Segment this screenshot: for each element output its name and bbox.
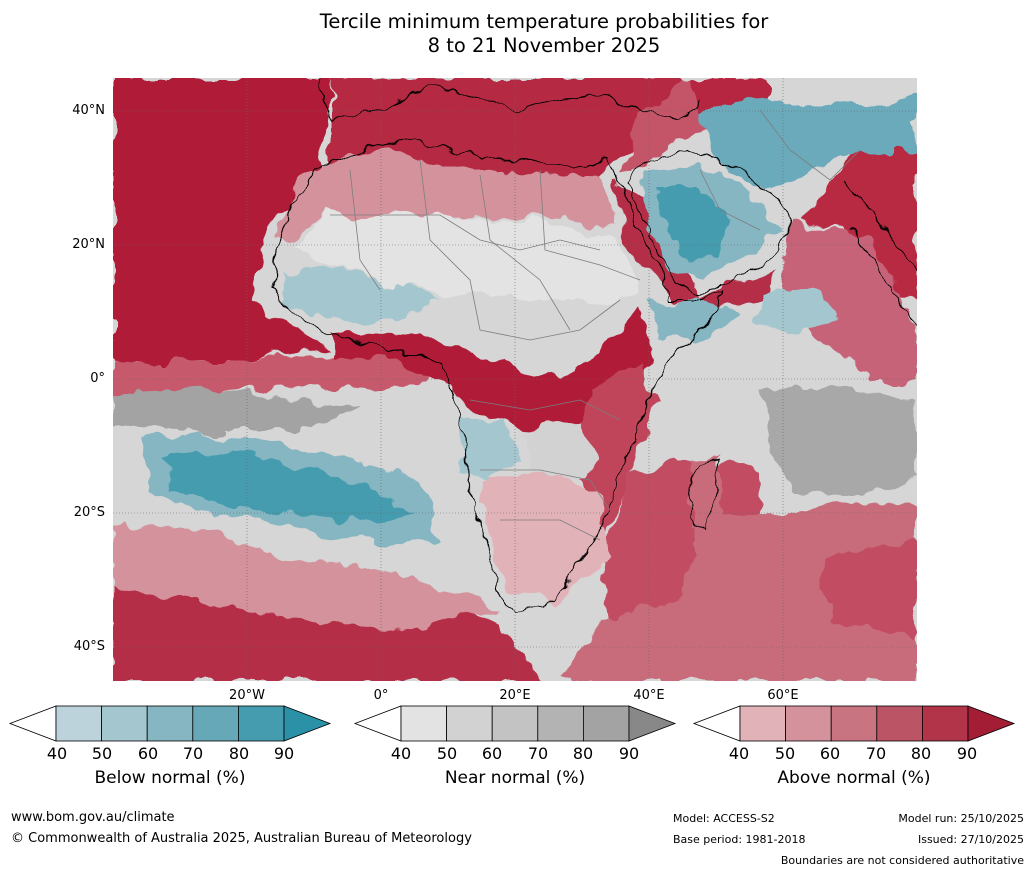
chart-title: Tercile minimum temperature probabilitie… (0, 10, 1035, 58)
footer-copyright: © Commonwealth of Australia 2025, Austra… (11, 831, 472, 846)
indian-ocean-near (760, 390, 917, 500)
arabian-sea-warm (780, 220, 917, 380)
below-tick-90: 90 (273, 744, 295, 763)
gulf-guinea-warm (330, 310, 650, 430)
lon-label-60e: 60°E (767, 688, 799, 703)
colorbar-below-normal (8, 705, 332, 742)
arabia-coastline (624, 149, 791, 296)
near-segment-1 (446, 705, 493, 742)
coastlines (269, 78, 917, 613)
south-atlantic-cool-core (160, 450, 410, 525)
central-africa-near (520, 420, 600, 480)
below-segment-2 (146, 705, 194, 742)
near-tick-60: 60 (481, 744, 503, 763)
above-segment-4 (922, 705, 969, 742)
near-tick-50: 50 (436, 744, 458, 763)
near-tick-80: 80 (572, 744, 594, 763)
madagascar-warm (690, 455, 720, 530)
lon-label-0: 0° (373, 688, 389, 703)
lat-label-20s: 20°S (73, 505, 105, 520)
above-extend-high (967, 705, 1016, 742)
india-warm (800, 130, 917, 300)
below-tick-80: 80 (228, 744, 250, 763)
colorbar-above-label: Above normal (%) (777, 768, 931, 788)
mediterranean-warm (330, 78, 680, 175)
europe-coastline (319, 78, 701, 121)
title-line-1: Tercile minimum temperature probabilitie… (319, 10, 769, 33)
south-atlantic-warm (113, 520, 500, 630)
below-segment-1 (101, 705, 148, 742)
below-extend-high (283, 705, 332, 742)
footer-base-period: Base period: 1981-2018 (673, 833, 806, 846)
angola-cool (460, 420, 520, 480)
east-africa-warm (575, 360, 660, 540)
iran-cool (700, 95, 917, 190)
lat-label-40n: 40°N (72, 103, 105, 118)
west-africa-cool (280, 270, 440, 320)
below-tick-60: 60 (137, 744, 159, 763)
below-tick-40: 40 (46, 744, 68, 763)
graticule (113, 78, 917, 681)
below-tick-70: 70 (182, 744, 204, 763)
above-tick-80: 80 (910, 744, 932, 763)
southern-africa-warm (480, 470, 610, 600)
below-segment-0 (55, 705, 102, 742)
above-tick-70: 70 (865, 744, 887, 763)
title-line-2: 8 to 21 November 2025 (427, 34, 661, 57)
near-tick-40: 40 (390, 744, 412, 763)
southeast-warm (820, 540, 917, 640)
below-extend-low (8, 705, 57, 742)
footer-model: Model: ACCESS-S2 (673, 812, 775, 825)
near-extend-low (353, 705, 402, 742)
colorbar-near-label: Near normal (%) (444, 768, 586, 788)
above-segment-0 (739, 705, 786, 742)
near-segment-0 (400, 705, 447, 742)
africa-coastline (269, 139, 723, 613)
footer-website[interactable]: www.bom.gov.au/climate (11, 810, 175, 825)
near-extend-high (628, 705, 677, 742)
iran-warm (690, 78, 770, 110)
lon-label-40e: 40°E (633, 688, 665, 703)
probability-field (113, 78, 917, 681)
near-tick-70: 70 (527, 744, 549, 763)
above-tick-90: 90 (956, 744, 978, 763)
above-segment-1 (785, 705, 832, 742)
above-tick-40: 40 (728, 744, 750, 763)
footer-issued: Issued: 27/10/2025 (917, 833, 1024, 846)
arabian-sea-cool (760, 290, 840, 335)
sahara-warm-north (280, 150, 620, 240)
below-segment-3 (192, 705, 239, 742)
india-coastline (839, 179, 917, 331)
lon-label-20w: 20°W (229, 688, 265, 703)
lon-label-20e: 20°E (499, 688, 531, 703)
atlantic-north-edge (113, 352, 440, 395)
horn-cool (650, 300, 740, 340)
above-tick-60: 60 (819, 744, 841, 763)
arabia-cool-core (655, 190, 735, 265)
near-segment-3 (537, 705, 584, 742)
near-tick-90: 90 (618, 744, 640, 763)
footer-model-run: Model run: 25/10/2025 (898, 812, 1024, 825)
near-segment-2 (491, 705, 539, 742)
lat-label-20n: 20°N (72, 237, 105, 252)
lat-label-40s: 40°S (73, 639, 105, 654)
below-segment-4 (237, 705, 285, 742)
below-tick-50: 50 (91, 744, 113, 763)
colorbar-above-normal (692, 705, 1016, 742)
atlantic-north-warm (113, 78, 330, 365)
above-tick-50: 50 (774, 744, 796, 763)
madagascar-coastline (691, 457, 719, 531)
near-segment-4 (583, 705, 630, 742)
lat-label-0: 0° (90, 371, 105, 386)
above-segment-2 (830, 705, 878, 742)
colorbar-below-label: Below normal (%) (94, 768, 246, 788)
footer-disclaimer: Boundaries are not considered authoritat… (780, 854, 1024, 867)
above-extend-low (692, 705, 741, 742)
colorbar-near-normal (353, 705, 677, 742)
above-segment-3 (876, 705, 923, 742)
sahara-near (290, 215, 640, 300)
indian-south-warm (560, 500, 917, 681)
atlantic-equatorial-near (113, 390, 360, 430)
